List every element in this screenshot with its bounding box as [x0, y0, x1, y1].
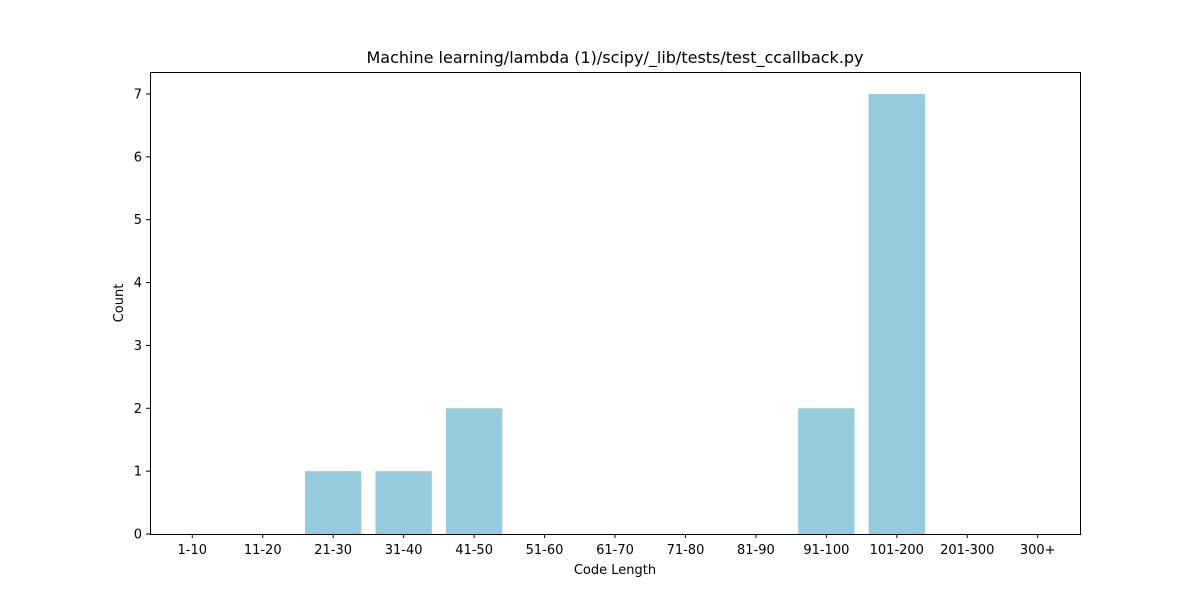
y-tick-label: 4: [134, 276, 142, 291]
bar-21-30: [305, 471, 362, 534]
x-tick-label: 71-80: [667, 543, 705, 558]
x-tick-label: 41-50: [455, 543, 493, 558]
plot-frame: [150, 72, 1081, 535]
x-tick-label: 81-90: [737, 543, 775, 558]
y-tick-label: 2: [134, 402, 142, 417]
bar-41-50: [445, 408, 503, 534]
bar-91-100: [798, 408, 855, 534]
x-tick-label: 101-200: [870, 543, 924, 558]
x-tick-label: 31-40: [385, 543, 423, 558]
y-tick-label: 1: [134, 465, 142, 480]
y-tick-label: 6: [134, 150, 142, 165]
y-axis-ticks: 0 1 2 3 4 5 6 7: [134, 88, 150, 543]
x-tick-label: 61-70: [596, 543, 634, 558]
x-axis-label: Code Length: [574, 563, 656, 578]
chart-title: Machine learning/lambda (1)/scipy/_lib/t…: [366, 48, 863, 68]
x-tick-label: 11-20: [244, 543, 282, 558]
x-tick-label: 21-30: [314, 543, 352, 558]
y-tick-label: 5: [134, 213, 142, 228]
x-axis-ticks: 1-10 11-20 21-30 31-40 41-50 51-60 61-70 71-80 8…: [178, 534, 1056, 558]
bars-group: [305, 94, 925, 534]
y-tick-label: 0: [134, 528, 142, 543]
bar-31-40: [375, 471, 432, 534]
x-tick-label: 300+: [1020, 543, 1056, 558]
y-tick-label: 3: [134, 339, 142, 354]
y-axis-label: Count: [112, 284, 127, 323]
x-tick-label: 91-100: [803, 543, 849, 558]
x-tick-label: 201-300: [940, 543, 994, 558]
x-tick-label: 51-60: [526, 543, 564, 558]
bar-101-200: [868, 94, 925, 534]
y-tick-label: 7: [134, 88, 142, 103]
x-tick-label: 1-10: [178, 543, 208, 558]
